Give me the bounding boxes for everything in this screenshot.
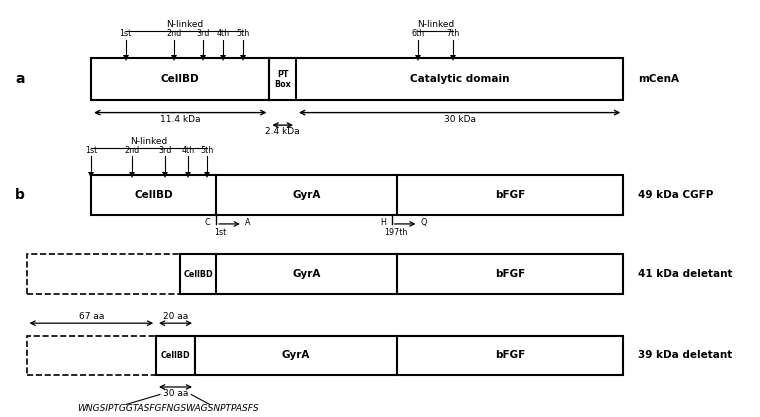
Text: Q: Q [421, 218, 427, 227]
Text: PT
Box: PT Box [274, 70, 291, 88]
Bar [156, 336, 195, 375]
Text: 1st: 1st [85, 146, 97, 155]
Bar [91, 175, 623, 215]
Text: 49 kDa CGFP: 49 kDa CGFP [638, 190, 714, 200]
Text: 3rd: 3rd [158, 146, 171, 155]
Text: CellBD: CellBD [160, 351, 190, 360]
Text: 6th: 6th [412, 29, 425, 38]
Bar [91, 58, 623, 100]
Text: b: b [15, 188, 25, 202]
Text: 2nd: 2nd [166, 29, 182, 38]
Text: a: a [15, 72, 24, 86]
Text: CellBD: CellBD [183, 270, 213, 279]
Text: 3rd: 3rd [196, 29, 210, 38]
Text: WNGSIPTGGTASFGFNGSWAGSNPTPASFS: WNGSIPTGGTASFGFNGSWAGSNPTPASFS [77, 404, 258, 413]
Text: 5th: 5th [236, 29, 249, 38]
Text: N-linked: N-linked [131, 137, 168, 146]
Text: 39 kDa deletant: 39 kDa deletant [638, 351, 733, 360]
Text: 20 aa: 20 aa [163, 312, 188, 321]
Text: 1st: 1st [214, 228, 226, 237]
Text: CellBD: CellBD [161, 74, 200, 84]
Text: 11.4 kDa: 11.4 kDa [160, 115, 201, 124]
Text: 2.4 kDa: 2.4 kDa [265, 127, 300, 136]
Text: C: C [204, 218, 210, 227]
Bar [195, 336, 623, 375]
Bar [180, 254, 623, 294]
Text: GyrA: GyrA [293, 269, 321, 279]
Text: bFGF: bFGF [495, 190, 525, 200]
Text: 197th: 197th [384, 228, 407, 237]
Text: 4th: 4th [217, 29, 230, 38]
Text: 41 kDa deletant: 41 kDa deletant [638, 269, 733, 279]
Text: 30 kDa: 30 kDa [444, 115, 476, 124]
Bar [27, 336, 195, 375]
Text: Catalytic domain: Catalytic domain [410, 74, 509, 84]
Text: 67 aa: 67 aa [79, 312, 104, 321]
Text: GyrA: GyrA [282, 351, 310, 360]
Text: 30 aa: 30 aa [163, 389, 188, 398]
Text: bFGF: bFGF [495, 351, 525, 360]
Text: mCenA: mCenA [638, 74, 679, 84]
Text: GyrA: GyrA [293, 190, 321, 200]
Text: 2nd: 2nd [124, 146, 139, 155]
Text: N-linked: N-linked [417, 20, 454, 29]
Text: N-linked: N-linked [166, 20, 203, 29]
Text: CellBD: CellBD [135, 190, 173, 200]
Text: 4th: 4th [182, 146, 195, 155]
Text: bFGF: bFGF [495, 269, 525, 279]
Text: 7th: 7th [446, 29, 460, 38]
Text: 5th: 5th [201, 146, 214, 155]
Bar [27, 254, 180, 294]
Text: A: A [245, 218, 251, 227]
Text: H: H [380, 218, 385, 227]
Text: 1st: 1st [119, 29, 132, 38]
